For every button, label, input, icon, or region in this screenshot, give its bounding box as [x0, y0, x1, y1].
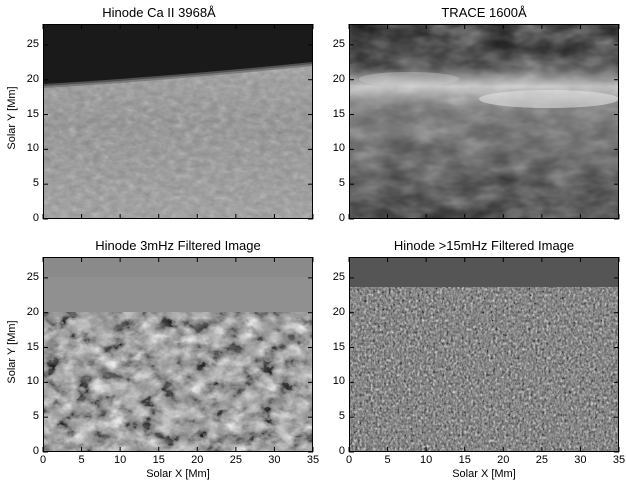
x-tick-label: 10: [114, 454, 127, 466]
y-tick-label: 15: [332, 107, 345, 120]
y-tick-label: 20: [332, 72, 345, 85]
y-tick-label: 10: [332, 142, 345, 155]
y-tick-label: 0: [338, 212, 345, 224]
y-tick-label: 0: [32, 212, 39, 224]
x-axis-label-right: Solar X [Mm]: [452, 468, 516, 480]
y-tick-label: 25: [332, 37, 345, 50]
y-tick-label: 5: [32, 410, 39, 423]
y-tick-label: 10: [26, 142, 39, 155]
x-tick-label: 20: [191, 454, 204, 466]
x-tick-label: 30: [268, 454, 281, 466]
y-tick-label: 20: [26, 305, 39, 318]
x-tick-label: 5: [78, 454, 85, 466]
y-tick-label: 25: [26, 270, 39, 283]
panel-title-ca: Hinode Ca II 3968Å: [102, 5, 216, 20]
x-tick-label: 25: [535, 454, 548, 466]
x-tick-label: 0: [345, 454, 353, 466]
y-tick-label: 5: [338, 410, 345, 423]
x-tick-label: 20: [497, 454, 510, 466]
x-tick-label: 15: [458, 454, 471, 466]
x-tick-label: 10: [420, 454, 433, 466]
y-tick-label: 15: [26, 340, 39, 353]
x-tick-label: 30: [574, 454, 587, 466]
y-tick-label: 10: [332, 375, 345, 388]
image-15mhz: [349, 257, 619, 452]
x-tick-label: 0: [39, 454, 47, 466]
y-tick-label: 0: [338, 445, 345, 457]
panel-title-15mhz: Hinode >15mHz Filtered Image: [393, 238, 575, 253]
image-trace: [349, 24, 619, 219]
x-tick-label: 35: [306, 454, 320, 466]
y-tick-label: 25: [26, 37, 39, 50]
panel-title-3mhz: Hinode 3mHz Filtered Image: [95, 238, 261, 253]
image-3mhz: [43, 257, 313, 452]
y-tick-label: 5: [338, 177, 345, 190]
image-hinode-ca: [43, 24, 313, 219]
y-tick-label: 10: [26, 375, 39, 388]
y-tick-label: 5: [32, 177, 39, 190]
y-tick-label: 15: [332, 340, 345, 353]
x-tick-label: 15: [152, 454, 165, 466]
y-tick-label: 20: [332, 305, 345, 318]
x-tick-label: 35: [612, 454, 626, 466]
x-tick-label: 25: [229, 454, 242, 466]
y-tick-label: 25: [332, 270, 345, 283]
y-tick-label: 15: [26, 107, 39, 120]
panel-title-trace: TRACE 1600Å: [441, 5, 527, 20]
y-tick-label: 0: [32, 445, 39, 457]
y-tick-label: 20: [26, 72, 39, 85]
x-axis-label-left: Solar X [Mm]: [146, 468, 210, 480]
x-tick-label: 5: [384, 454, 391, 466]
